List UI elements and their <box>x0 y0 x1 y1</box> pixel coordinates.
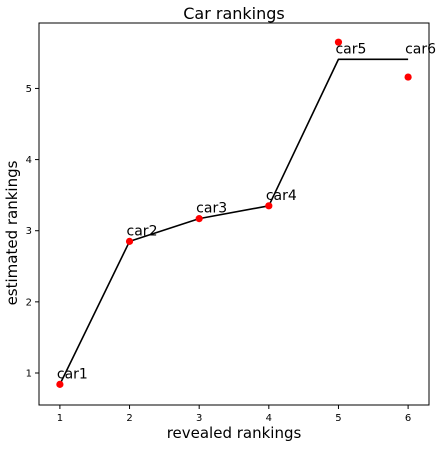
plot-area: 1 2 3 4 5 6 1 2 3 4 5 car1 car2 car3 car4 car5 car6 <box>26 22 436 424</box>
point-label: car4 <box>266 188 297 204</box>
fitted-line <box>59 58 409 385</box>
data-point <box>265 202 273 210</box>
y-tick-label: 2 <box>26 297 32 308</box>
plot-frame <box>38 22 430 406</box>
y-tick-label: 5 <box>26 84 32 95</box>
data-point <box>195 215 203 223</box>
data-point <box>404 73 412 81</box>
x-tick-label: 5 <box>335 413 341 424</box>
point-label: car3 <box>196 201 227 217</box>
point-label: car5 <box>335 41 366 57</box>
x-tick-label: 2 <box>126 413 132 424</box>
x-tick-label: 4 <box>266 413 272 424</box>
x-tick-label: 3 <box>196 413 202 424</box>
point-label: car1 <box>57 366 88 382</box>
y-tick-label: 1 <box>26 368 32 379</box>
y-tick-label: 3 <box>26 226 32 237</box>
chart-title: Car rankings <box>183 4 285 23</box>
data-point <box>334 38 343 46</box>
x-axis-label: revealed rankings <box>167 424 302 442</box>
data-point <box>125 237 134 245</box>
x-tick-label: 6 <box>405 413 411 424</box>
y-axis-label: estimated rankings <box>3 160 21 305</box>
point-label: car2 <box>127 223 158 239</box>
x-tick-label: 1 <box>57 413 63 424</box>
y-tick-label: 4 <box>26 155 32 166</box>
point-label: car6 <box>405 41 436 57</box>
data-point <box>56 380 64 388</box>
